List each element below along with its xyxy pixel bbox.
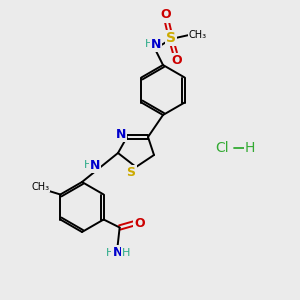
Text: H: H <box>122 248 130 257</box>
Text: S: S <box>166 31 176 45</box>
Text: O: O <box>161 8 171 22</box>
Text: CH₃: CH₃ <box>31 182 50 191</box>
Text: CH₃: CH₃ <box>189 30 207 40</box>
Text: H: H <box>84 160 92 170</box>
Text: N: N <box>151 38 161 50</box>
Text: H: H <box>106 248 114 257</box>
Text: O: O <box>172 53 182 67</box>
Text: N: N <box>116 128 126 140</box>
Text: H: H <box>145 39 153 49</box>
Text: Cl: Cl <box>215 141 229 155</box>
Text: N: N <box>90 159 100 172</box>
Text: N: N <box>112 246 123 259</box>
Text: H: H <box>245 141 255 155</box>
Text: O: O <box>134 217 145 230</box>
Text: S: S <box>127 166 136 178</box>
